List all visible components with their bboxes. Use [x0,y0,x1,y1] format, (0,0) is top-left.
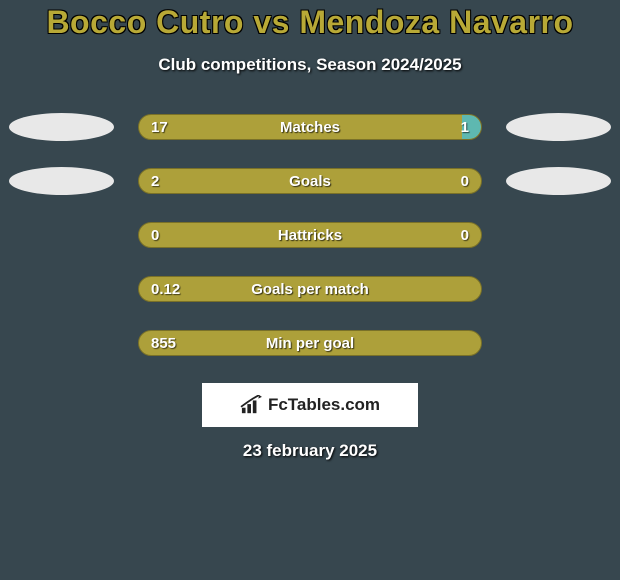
logo-text: FcTables.com [268,395,380,415]
player-right-ellipse [506,221,611,249]
stat-row: 2Goals0 [0,167,620,195]
date: 23 february 2025 [0,441,620,461]
player-right-ellipse [506,275,611,303]
stat-bar: 0.12Goals per match [138,276,482,302]
stat-right-value: 0 [461,223,469,247]
player-left-ellipse [9,329,114,357]
stat-row: 855Min per goal [0,329,620,357]
stat-row: 0Hattricks0 [0,221,620,249]
stat-label: Goals per match [139,277,481,301]
stat-label: Matches [139,115,481,139]
stat-bar: 17Matches1 [138,114,482,140]
stat-right-value: 0 [461,169,469,193]
player-left-ellipse [9,221,114,249]
subtitle: Club competitions, Season 2024/2025 [0,55,620,75]
stat-right-value: 1 [461,115,469,139]
stat-bar: 0Hattricks0 [138,222,482,248]
bar-chart-icon [240,395,262,415]
player-left-ellipse [9,275,114,303]
stat-row: 0.12Goals per match [0,275,620,303]
stat-rows: 17Matches12Goals00Hattricks00.12Goals pe… [0,113,620,357]
stat-bar: 855Min per goal [138,330,482,356]
stats-infographic: Bocco Cutro vs Mendoza Navarro Club comp… [0,0,620,461]
player-right-ellipse [506,167,611,195]
player-left-ellipse [9,167,114,195]
page-title: Bocco Cutro vs Mendoza Navarro [0,4,620,41]
player-left-ellipse [9,113,114,141]
stat-label: Goals [139,169,481,193]
player-right-ellipse [506,329,611,357]
logo-box: FcTables.com [202,383,418,427]
stat-bar: 2Goals0 [138,168,482,194]
stat-row: 17Matches1 [0,113,620,141]
stat-label: Min per goal [139,331,481,355]
stat-label: Hattricks [139,223,481,247]
player-right-ellipse [506,113,611,141]
